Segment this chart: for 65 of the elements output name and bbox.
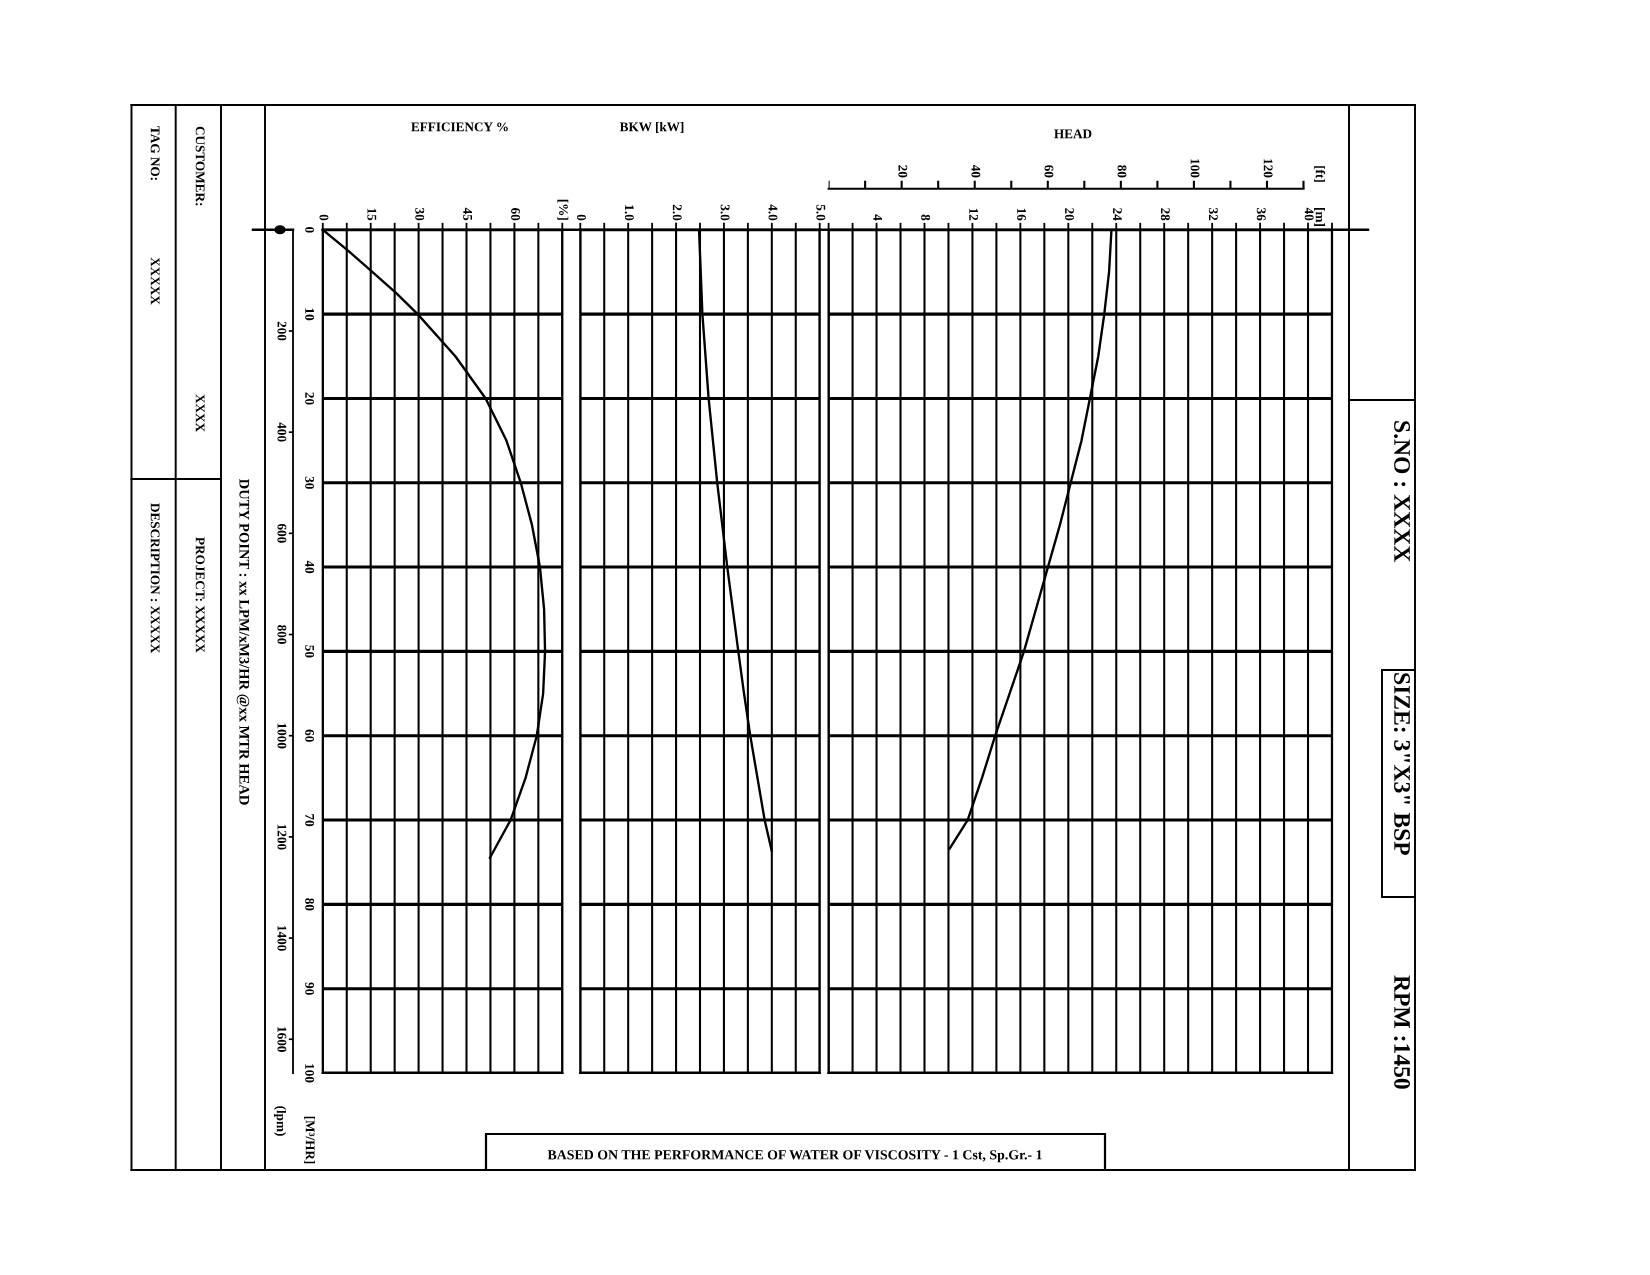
x-tick-label: 20 [1065,208,1074,221]
y2-tick-label: 1000 [277,723,287,749]
text: SIZE: 3"X3" BSP [1393,673,1410,855]
text: XXXX [195,394,205,432]
y-tick-label: 80 [305,898,315,911]
chart-title: BKW [kW] [619,122,684,133]
text: PROJECT: XXXXX [195,537,205,653]
y-tick-label: 70 [305,814,315,827]
x-tick-label: 12 [969,208,978,221]
x-tick-label: 16 [1017,208,1026,221]
text: DUTY POINT : xx LPM/xM3/HR @xx MTR HEAD [236,478,250,805]
x-tick-label: 32 [1208,208,1218,221]
x-tick-label: 4.0 [768,204,778,221]
y-tick-label: 40 [305,560,315,574]
x-tick-label: [%] [557,199,569,220]
y-axis-title: [M³/HR] [304,1116,315,1164]
y2-tick-label: 1200 [277,824,287,850]
y2-tick-label: 200 [277,321,287,341]
x-tick-label: 28 [1160,208,1170,221]
y2-tick-label: 400 [277,422,287,442]
y2-tick-label: 800 [277,625,287,644]
x2-tick-label: 100 [1190,159,1200,178]
y2-tick-label: 1600 [277,1027,287,1052]
x-tick-label: 36 [1256,208,1266,221]
x-tick-label: 1.0 [624,205,634,221]
x-tick-label: 2.0 [672,204,682,221]
x2-tick-label: 80 [1117,165,1127,178]
y-tick-label: 20 [305,392,315,405]
text: [m] [1314,208,1325,226]
x-tick-label: 60 [511,208,520,221]
x-tick-label: 3.0 [720,204,730,221]
x-tick-label: 0 [319,214,329,221]
x-tick-label: 5.0 [816,204,826,221]
y-tick-label: 0 [305,227,315,233]
x-tick-label: 45 [463,207,473,221]
text: S.NO : XXXX [1393,421,1410,563]
x-tick-label: 4 [873,214,883,221]
text: BASED ON THE PERFORMANCE OF WATER OF VISCOSITY - 1 Cst, Sp.Gr.- 1 [547,1150,1042,1163]
x-tick-label: 8 [921,214,931,221]
text: XXXXX [150,257,160,305]
x2-tick-label: 60 [1044,165,1054,178]
y-tick-label: 90 [305,982,315,995]
x2-tick-label: 120 [1263,159,1273,178]
x-tick-label: 0 [577,214,586,221]
x-tick-label: 30 [415,208,425,221]
text: CUSTOMER: [195,126,205,206]
text: TAG NO: [150,126,160,180]
y2-tick-label: 600 [277,523,287,543]
y-tick-label: 60 [305,729,315,742]
chart-title: EFFICIENCY % [411,122,508,132]
x2-axis-title: [ft] [1314,166,1326,182]
x-tick-label: 15 [367,208,377,221]
y-tick-label: 10 [305,308,315,321]
x-tick-label: 40 [1304,207,1314,221]
y-tick-label: 50 [305,645,315,658]
y2-axis-title: (lpm) [274,1106,286,1136]
y-tick-label: 100 [305,1064,315,1083]
x2-tick-label: 20 [898,165,908,178]
y-tick-label: 30 [305,476,315,489]
text: DESCRIPTION : XXXXX [150,503,160,654]
y2-tick-label: 1400 [277,925,287,951]
chart-title: HEAD [1054,129,1092,139]
x-tick-label: 24 [1113,208,1122,221]
text: RPM :1450 [1393,975,1411,1089]
x2-tick-label: 40 [971,164,981,178]
